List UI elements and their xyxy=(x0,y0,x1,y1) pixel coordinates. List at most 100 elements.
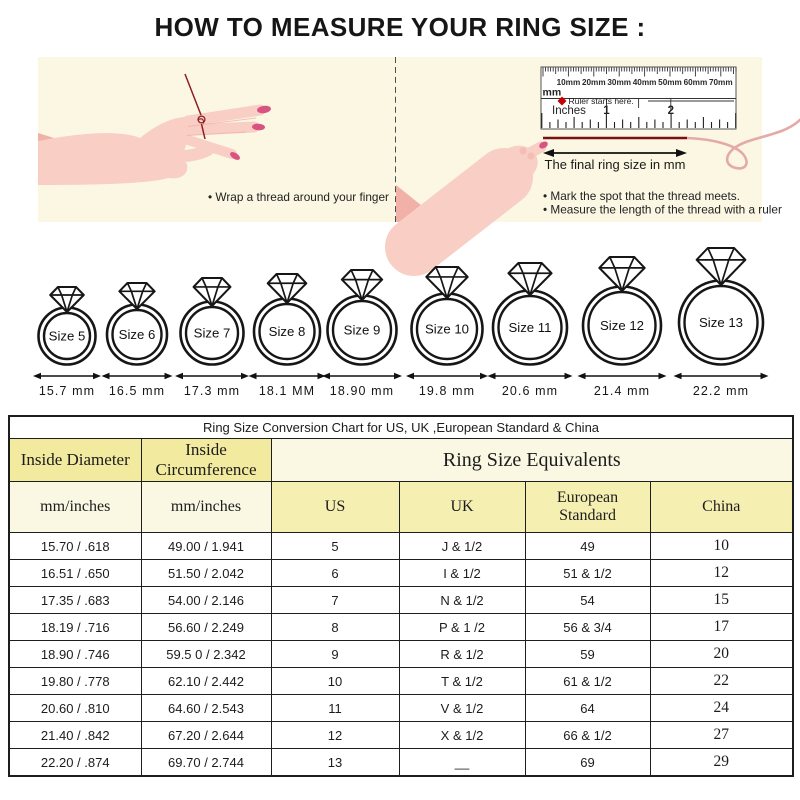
table-row: 15.70 / .618 49.00 / 1.941 5 J & 1/2 49 10 xyxy=(8,532,794,560)
ring-size-label: Size 12 xyxy=(600,318,644,333)
cell-uk: __ xyxy=(398,748,526,777)
cell-china: 27 xyxy=(649,721,794,749)
ring-size-label: Size 9 xyxy=(344,323,381,338)
ruler-inch-number: 2 xyxy=(668,105,674,117)
ruler-ticks: 10mm 20mm 30mm 40mm 50mm 60mm 70mm 1 2 xyxy=(541,67,737,128)
ring-size-conversion-table: Ring Size Conversion Chart for US, UK ,E… xyxy=(8,415,795,777)
ruler-mm-unit: mm xyxy=(543,87,562,99)
ring-inner-circle xyxy=(42,311,92,361)
page-title: HOW TO MEASURE YOUR RING SIZE : xyxy=(154,12,646,42)
table-subheader-row: mm/inches mm/inches US UK European Stand… xyxy=(8,481,794,533)
ring-size-label: Size 7 xyxy=(194,326,231,341)
cell-uk: R & 1/2 xyxy=(398,640,526,668)
cell-uk: X & 1/2 xyxy=(398,721,526,749)
diamond-icon xyxy=(266,273,308,304)
table-row: 17.35 / .683 54.00 / 2.146 7 N & 1/2 54 15 xyxy=(8,586,794,614)
diameter-label: 21.4 mm xyxy=(593,384,651,398)
diamond-icon xyxy=(695,247,747,286)
diameter-arrow xyxy=(175,372,249,380)
cell-european-standard: 56 & 3/4 xyxy=(524,613,651,641)
wrap-thread-panel: • Wrap a thread around your finger xyxy=(38,57,396,222)
table-title: Ring Size Conversion Chart for US, UK ,E… xyxy=(8,415,794,439)
table-row: 19.80 / .778 62.10 / 2.442 10 T & 1/2 61 & 1… xyxy=(8,667,794,695)
ring-size-label: Size 8 xyxy=(269,324,306,339)
cell-european-standard: 54 xyxy=(524,586,651,614)
cell-china: 12 xyxy=(649,559,794,587)
cell-inside-circumference: 69.70 / 2.744 xyxy=(140,748,272,777)
cell-uk: N & 1/2 xyxy=(398,586,526,614)
fingernail xyxy=(539,141,548,149)
ring-size-label: Size 5 xyxy=(49,329,86,344)
ring-diagram: Size 10 xyxy=(410,266,484,366)
cell-china: 29 xyxy=(649,748,794,777)
cell-uk: P & 1 /2 xyxy=(398,613,526,641)
measure-thread-panel: 10mm 20mm 30mm 40mm 50mm 60mm 70mm 1 2 mm Ruler … xyxy=(385,57,800,276)
diamond-icon xyxy=(425,266,469,299)
cell-inside-circumference: 51.50 / 2.042 xyxy=(140,559,272,587)
ring-size-item: Size 11 20.6 mm xyxy=(483,261,578,398)
table-row: 21.40 / .842 67.20 / 2.644 12 X & 1/2 66 & 1… xyxy=(8,721,794,749)
cell-european-standard: 59 xyxy=(524,640,651,668)
cell-inside-diameter: 18.19 / .716 xyxy=(8,613,142,641)
diamond-icon xyxy=(598,256,646,292)
cell-us: 6 xyxy=(270,559,400,587)
cell-china: 20 xyxy=(649,640,794,668)
table-row: 18.19 / .716 56.60 / 2.249 8 P & 1 /2 56 & 3… xyxy=(8,613,794,641)
diameter-label: 17.3 mm xyxy=(183,384,241,398)
ring-inner-circle xyxy=(111,308,163,361)
cell-china: 10 xyxy=(649,532,794,560)
cell-inside-diameter: 19.80 / .778 xyxy=(8,667,142,695)
ring-size-item: Size 13 22.2 mm xyxy=(669,246,774,398)
cell-european-standard: 51 & 1/2 xyxy=(524,559,651,587)
cell-us: 5 xyxy=(270,532,400,560)
cell-european-standard: 61 & 1/2 xyxy=(524,667,651,695)
subheader-uk: UK xyxy=(398,481,526,533)
diameter-label: 18.90 mm xyxy=(329,384,395,398)
diameter-arrow xyxy=(487,372,573,380)
cell-inside-diameter: 20.60 / .810 xyxy=(8,694,142,722)
ruler-mm-label: 10mm xyxy=(557,78,581,87)
ruler-mm-label: 60mm xyxy=(684,78,708,87)
fingernail xyxy=(230,152,240,160)
diameter-arrow xyxy=(248,372,326,380)
cell-uk: J & 1/2 xyxy=(398,532,526,560)
ring-size-item: Size 7 17.3 mm xyxy=(170,276,254,398)
diamond-icon xyxy=(118,282,156,310)
ring-size-item: Size 10 19.8 mm xyxy=(401,265,493,398)
diamond-icon xyxy=(340,269,384,301)
ruler-start-marker-icon xyxy=(557,96,567,106)
ring-diagram: Size 12 xyxy=(581,256,663,366)
cell-inside-diameter: 15.70 / .618 xyxy=(8,532,142,560)
cell-inside-circumference: 49.00 / 1.941 xyxy=(140,532,272,560)
ring-diagram: Size 13 xyxy=(677,247,765,366)
cell-us: 13 xyxy=(270,748,400,777)
cell-inside-diameter: 17.35 / .683 xyxy=(8,586,142,614)
ring-size-label: Size 13 xyxy=(699,315,743,330)
diameter-label: 16.5 mm xyxy=(108,384,166,398)
diameter-label: 18.1 MM xyxy=(258,384,316,398)
diameter-label: 19.8 mm xyxy=(418,384,476,398)
cell-inside-circumference: 54.00 / 2.146 xyxy=(140,586,272,614)
ring-diagram: Size 9 xyxy=(326,269,398,366)
cell-european-standard: 66 & 1/2 xyxy=(524,721,651,749)
ring-size-label: Size 11 xyxy=(508,320,551,335)
header-inside-diameter: Inside Diameter xyxy=(8,438,142,482)
ruler-inch-number: 1 xyxy=(603,105,610,117)
cell-inside-diameter: 22.20 / .874 xyxy=(8,748,142,777)
ring-size-label: Size 6 xyxy=(119,327,156,342)
header-inside-circumference: Inside Circumference xyxy=(140,438,272,482)
left-panel-instruction: • Wrap a thread around your finger xyxy=(208,190,389,204)
cell-china: 22 xyxy=(649,667,794,695)
final-size-label: The final ring size in mm xyxy=(545,157,686,172)
cell-us: 9 xyxy=(270,640,400,668)
diameter-label: 15.7 mm xyxy=(38,384,96,398)
subheader-units-circumference: mm/inches xyxy=(140,481,272,533)
diameter-arrow xyxy=(101,372,173,380)
cell-inside-diameter: 16.51 / .650 xyxy=(8,559,142,587)
table-header-row: Inside Diameter Inside Circumference Rin… xyxy=(8,438,794,482)
ring-diagram: Size 6 xyxy=(105,282,169,366)
diamond-icon xyxy=(192,277,232,307)
ruler-mm-label: 30mm xyxy=(607,78,631,87)
cell-us: 10 xyxy=(270,667,400,695)
